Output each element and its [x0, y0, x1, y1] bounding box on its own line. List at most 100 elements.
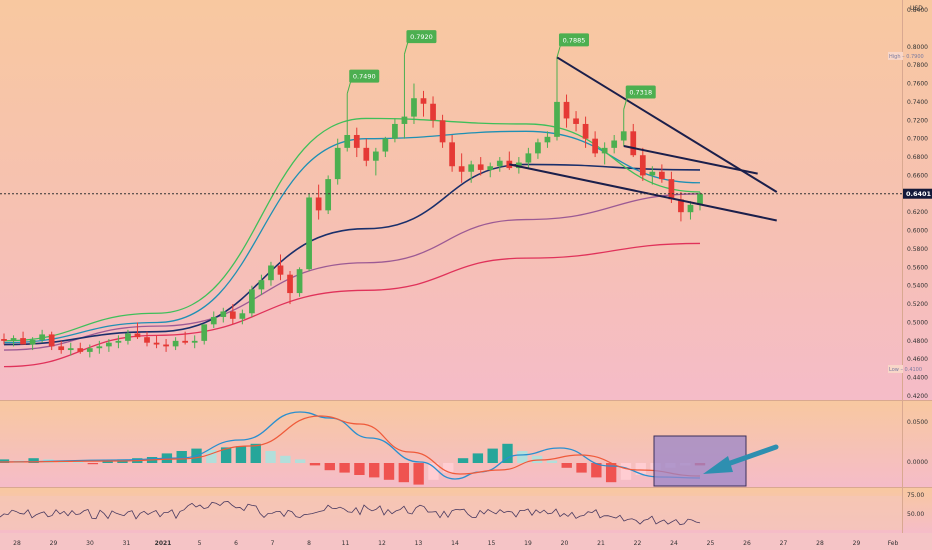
price-tick-label: 0.5400 — [907, 283, 928, 290]
trendline-2[interactable] — [509, 163, 777, 222]
macd-histogram-bar — [250, 443, 261, 463]
candle — [144, 331, 150, 347]
candle-body — [134, 333, 141, 338]
time-tick-label: 24 — [670, 540, 678, 547]
price-callout: 0.7920 — [403, 30, 437, 55]
candle — [86, 344, 93, 358]
macd-histogram-bar — [635, 463, 646, 475]
candle — [220, 307, 227, 323]
candle-body — [182, 340, 189, 343]
candle-body — [382, 138, 389, 152]
price-tick-label: 0.7000 — [907, 136, 928, 143]
macd-histogram-bar — [398, 463, 410, 483]
macd-histogram-bar — [206, 449, 217, 463]
current-price-value: 0.6401 — [906, 190, 932, 198]
candle — [334, 138, 341, 185]
trendline-3[interactable] — [623, 145, 758, 175]
price-callout-label: 0.7490 — [353, 73, 376, 81]
candle-body — [639, 155, 646, 176]
candle — [134, 322, 141, 340]
candle — [392, 118, 398, 143]
candle-body — [592, 138, 598, 154]
candle — [58, 340, 65, 354]
candle-body — [563, 101, 570, 119]
candle — [592, 131, 598, 158]
macd-histogram-bar — [72, 461, 84, 463]
macd-histogram-bar — [472, 453, 484, 463]
candle-body — [401, 116, 408, 124]
candle-body — [697, 193, 703, 205]
candle-body — [77, 348, 84, 352]
candle — [325, 175, 332, 215]
candle — [344, 93, 351, 152]
time-tick-label: 13 — [415, 540, 423, 547]
candle-body — [48, 334, 55, 347]
time-tick-label: 6 — [234, 540, 238, 547]
candle-body — [106, 342, 112, 347]
candle — [458, 153, 465, 183]
candle — [353, 127, 360, 158]
trendlines — [509, 56, 778, 222]
macd-histogram-bar — [443, 463, 454, 473]
candle — [249, 285, 255, 317]
ma-line-ma-10 — [3, 117, 701, 342]
currency-label: USD — [910, 5, 923, 12]
candle-body — [125, 333, 131, 341]
macd-histogram-bar — [413, 463, 424, 485]
price-tick-label: 0.7400 — [907, 99, 928, 106]
candle — [29, 337, 36, 351]
time-tick-label: 25 — [707, 540, 715, 547]
candle-body — [210, 316, 217, 325]
candle-body — [144, 337, 150, 343]
candle-body — [287, 274, 293, 294]
price-callout: 0.7318 — [623, 85, 656, 110]
time-axis[interactable]: 28 29 30 31 2021 5 6 7 8 11 12 13 14 15 19 20 21 22 24 25 26… — [13, 540, 898, 547]
price-axis[interactable]: 0.8400 0.8000 0.7800 0.7600 0.7400 0.7200 0.70… — [907, 7, 928, 400]
rsi-tick-label: 75.00 — [907, 492, 924, 499]
candle-body — [372, 151, 379, 161]
candle — [563, 94, 570, 128]
candle — [449, 134, 455, 172]
time-tick-label: Feb — [888, 540, 899, 547]
candle-body — [315, 197, 322, 211]
candle-body — [67, 348, 74, 351]
price-callout-label: 0.7920 — [410, 33, 433, 41]
candle — [125, 329, 131, 345]
candle — [277, 254, 284, 281]
candle — [659, 164, 665, 183]
candle — [172, 337, 179, 351]
time-axis-bg — [0, 533, 932, 550]
ma-line-ma-50 — [3, 163, 701, 346]
candle-body — [115, 340, 122, 343]
candle — [296, 267, 303, 297]
time-tick-label: 20 — [561, 540, 569, 547]
candle — [468, 160, 475, 183]
price-callout-label: 0.7318 — [629, 88, 652, 96]
candle-body — [191, 340, 198, 343]
candle — [268, 261, 274, 286]
candlesticks — [1, 54, 703, 358]
candle-body — [249, 289, 255, 314]
candle-body — [392, 123, 398, 139]
candle — [182, 331, 189, 345]
price-tick-label: 0.5000 — [907, 319, 928, 326]
candle — [582, 116, 589, 148]
time-tick-label: 28 — [13, 540, 21, 547]
candle-body — [96, 346, 103, 349]
time-tick-label: 2021 — [155, 540, 172, 547]
low-label-value: 0.4100 — [905, 367, 923, 373]
candle-body — [458, 166, 465, 172]
candle — [477, 157, 484, 176]
macd-histogram-bar — [28, 458, 39, 463]
candle-body — [268, 265, 274, 281]
time-tick-label: 5 — [198, 540, 202, 547]
candle-body — [163, 344, 169, 347]
price-tick-label: 0.4800 — [907, 338, 928, 345]
candle-body — [544, 136, 551, 143]
time-tick-label: 22 — [634, 540, 642, 547]
price-tick-label: 0.5600 — [907, 264, 928, 271]
price-callout: 0.7490 — [346, 69, 380, 94]
candle — [525, 147, 532, 169]
candle-body — [611, 140, 618, 148]
candle — [10, 335, 17, 347]
